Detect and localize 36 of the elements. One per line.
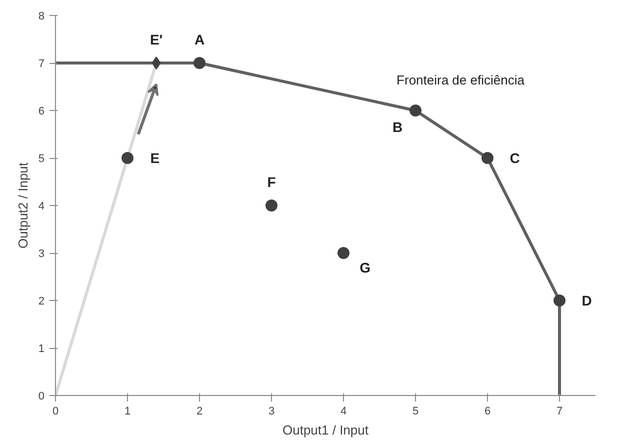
y-tick-label: 6	[38, 106, 45, 118]
y-tick-label: 1	[38, 343, 45, 355]
point	[266, 200, 278, 212]
annotation: A	[194, 31, 205, 48]
point	[554, 294, 566, 306]
annotation: C	[510, 150, 520, 166]
point	[152, 56, 161, 70]
annotation: Fronteira de eficiência	[396, 72, 526, 88]
annotation: D	[582, 292, 592, 308]
point	[122, 152, 134, 164]
y-tick-label: 0	[38, 390, 45, 402]
y-tick-label: 7	[38, 58, 45, 70]
point	[410, 104, 422, 116]
x-axis-title: Output1 / Input	[282, 422, 369, 438]
x-tick-label: 3	[268, 406, 275, 418]
x-tick-label: 2	[196, 406, 203, 418]
point	[194, 57, 206, 69]
y-axis-title: Output2 / Input	[15, 162, 30, 248]
annotation: G	[360, 259, 371, 276]
x-tick-label: 6	[484, 406, 491, 418]
x-tick-label: 1	[124, 406, 131, 418]
x-tick-label: 7	[556, 406, 563, 418]
x-tick-label: 4	[340, 406, 347, 418]
y-tick-label: 2	[38, 296, 45, 308]
point	[338, 247, 350, 259]
annotation: E'	[150, 31, 163, 48]
y-tick-label: 8	[38, 10, 45, 22]
x-tick-label: 0	[52, 406, 59, 418]
y-tick-label: 5	[38, 153, 45, 165]
annotation: E	[150, 150, 160, 166]
annotation: B	[392, 119, 403, 136]
y-tick-label: 4	[38, 200, 45, 212]
x-tick-label: 5	[412, 406, 419, 418]
annotation: F	[267, 174, 276, 190]
point	[482, 152, 494, 164]
y-tick-label: 3	[38, 248, 45, 260]
